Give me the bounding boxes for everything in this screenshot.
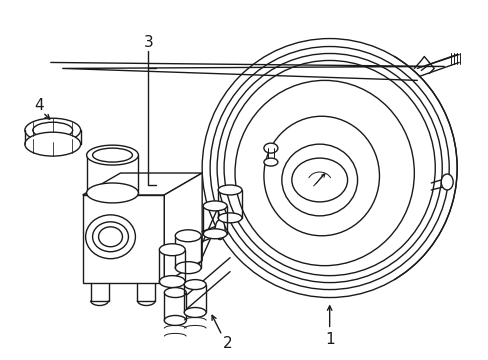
Ellipse shape (86, 145, 138, 165)
Text: 2: 2 (223, 336, 232, 351)
Ellipse shape (215, 220, 224, 239)
Ellipse shape (203, 201, 226, 211)
Ellipse shape (264, 158, 277, 166)
Text: 4: 4 (34, 98, 43, 113)
Ellipse shape (175, 230, 201, 242)
Ellipse shape (159, 276, 185, 288)
Ellipse shape (184, 280, 206, 289)
Ellipse shape (175, 262, 201, 274)
Ellipse shape (203, 229, 226, 239)
Text: 1: 1 (324, 332, 334, 347)
Ellipse shape (25, 132, 81, 156)
Polygon shape (164, 173, 202, 283)
Ellipse shape (184, 307, 206, 318)
Text: 3: 3 (143, 35, 153, 50)
Ellipse shape (164, 315, 186, 325)
Ellipse shape (85, 215, 135, 259)
Polygon shape (82, 173, 202, 195)
Ellipse shape (218, 213, 242, 223)
Ellipse shape (264, 143, 277, 153)
Polygon shape (82, 195, 164, 283)
Ellipse shape (218, 185, 242, 195)
Ellipse shape (440, 174, 452, 190)
Ellipse shape (164, 288, 186, 298)
Ellipse shape (159, 244, 185, 256)
Ellipse shape (25, 118, 81, 142)
Ellipse shape (86, 183, 138, 203)
